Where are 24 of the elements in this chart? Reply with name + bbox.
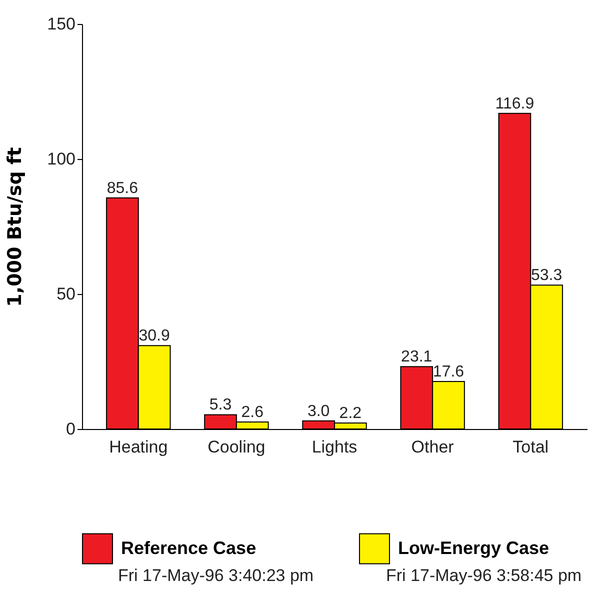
data-label: 23.1 — [401, 348, 432, 366]
data-label: 2.2 — [339, 405, 362, 422]
data-label: 17.6 — [432, 363, 464, 380]
x-tick-label: Other — [411, 438, 454, 456]
legend-label: Low-Energy Case — [398, 538, 550, 558]
y-tick-label: 100 — [47, 150, 76, 168]
text: Fri 17-May-96 3:58:45 pm — [386, 566, 582, 586]
data-label: 2.6 — [241, 404, 264, 421]
data-label: 3.0 — [307, 402, 330, 420]
y-tick-label: 150 — [47, 14, 76, 34]
x-tick-label: Total — [512, 438, 549, 456]
legend-label: Reference Case — [121, 538, 256, 558]
x-tick-label: Lights — [312, 438, 358, 456]
data-label: 5.3 — [209, 396, 232, 414]
x-tick-label: Heating — [109, 438, 168, 456]
y-tick-label: 0 — [66, 420, 76, 438]
text: Fri 17-May-96 3:40:23 pm — [118, 566, 314, 586]
data-label: 30.9 — [138, 328, 170, 345]
data-label: 116.9 — [495, 95, 534, 112]
data-label: 53.3 — [530, 267, 562, 284]
y-axis-title: 1,000 Btu/sq ft — [4, 147, 26, 307]
x-tick-label: Cooling — [208, 438, 266, 456]
y-tick-label: 50 — [56, 284, 76, 304]
data-label: 85.6 — [106, 180, 138, 197]
